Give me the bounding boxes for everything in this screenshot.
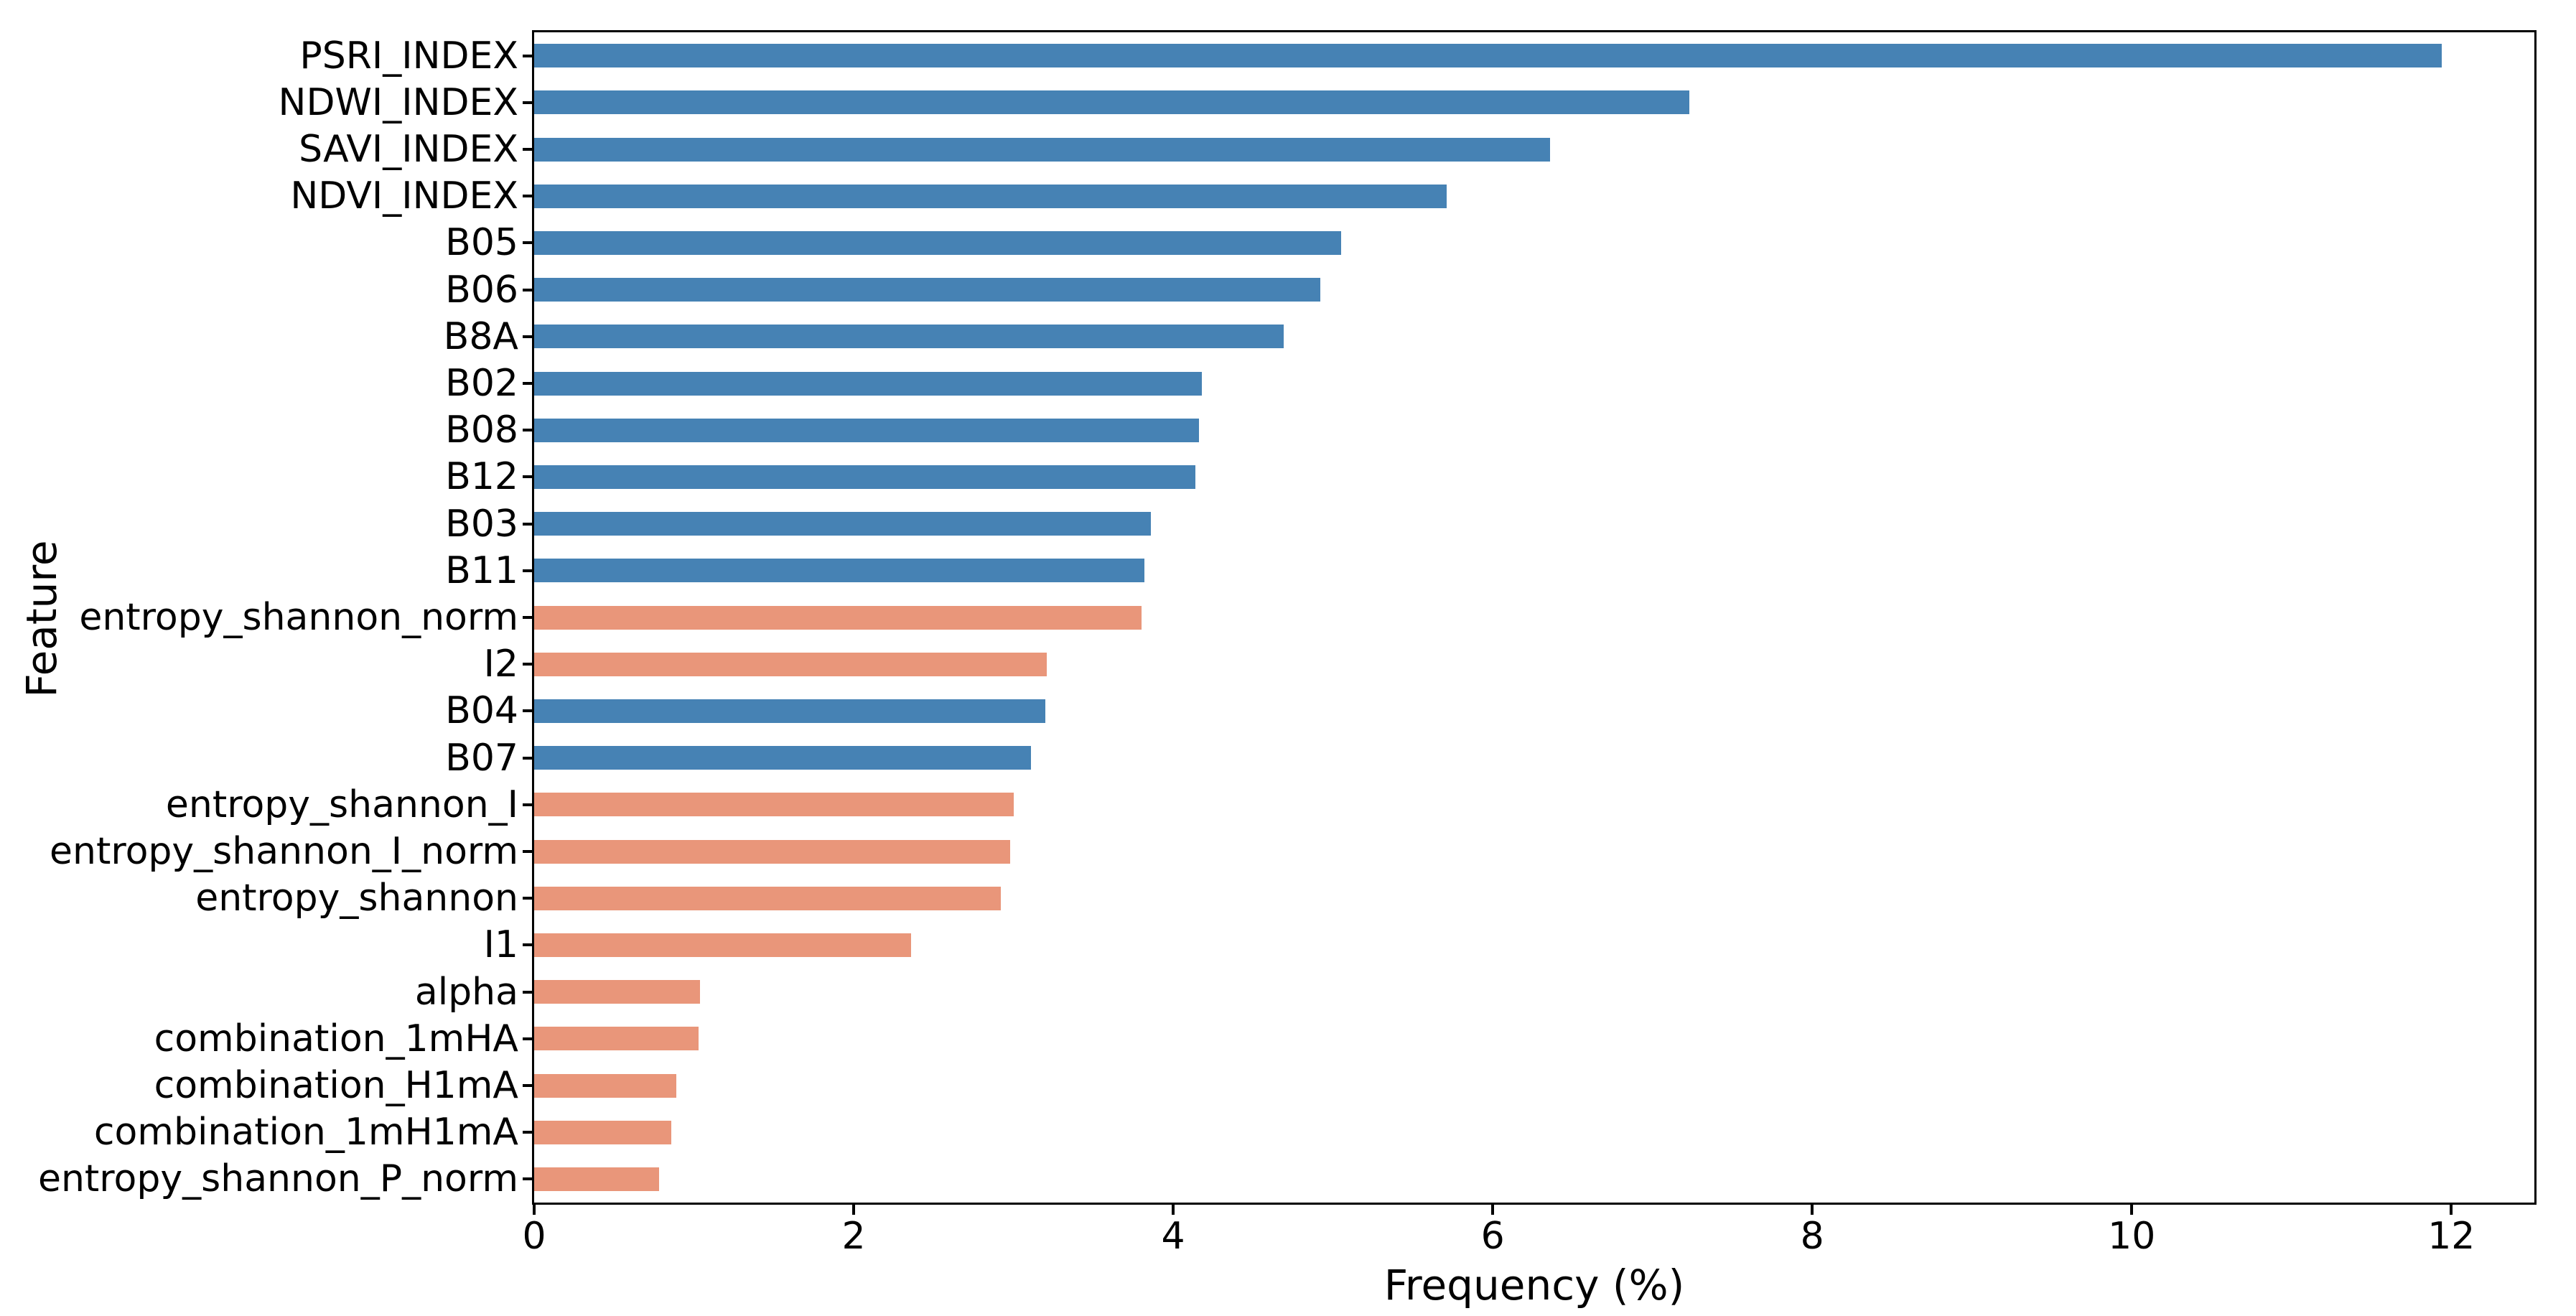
bar-entropy_shannon_norm	[534, 605, 1142, 630]
y-tick-label-B08: B08	[445, 409, 518, 452]
y-tick-label-B07: B07	[445, 736, 518, 780]
bar-I1	[534, 933, 912, 957]
bar-combination_1mHA	[534, 1027, 699, 1051]
bar-B11	[534, 559, 1145, 583]
x-tick-mark	[1172, 1205, 1175, 1215]
bar-entropy_shannon_P_norm	[534, 1167, 659, 1191]
bar-B03	[534, 512, 1151, 536]
y-tick-label-B05: B05	[445, 221, 518, 265]
y-tick-mark	[523, 382, 532, 385]
bar-B05	[534, 230, 1341, 255]
y-tick-label-PSRI_INDEX: PSRI_INDEX	[299, 34, 518, 78]
y-tick-label-B02: B02	[445, 362, 518, 405]
bar-B12	[534, 465, 1196, 489]
y-tick-mark	[523, 101, 532, 104]
plot-area	[532, 30, 2537, 1205]
y-tick-mark	[523, 288, 532, 291]
y-tick-mark	[523, 1131, 532, 1134]
y-tick-label-NDVI_INDEX: NDVI_INDEX	[290, 174, 518, 218]
x-tick-mark	[2450, 1205, 2453, 1215]
x-tick-label-2: 2	[841, 1215, 866, 1258]
y-tick-mark	[523, 897, 532, 900]
y-tick-mark	[523, 663, 532, 666]
y-tick-mark	[523, 1084, 532, 1087]
bar-entropy_shannon_I	[534, 793, 1014, 817]
y-tick-mark	[523, 569, 532, 572]
y-tick-mark	[523, 616, 532, 619]
y-tick-mark	[523, 709, 532, 713]
y-tick-label-entropy_shannon_I_norm: entropy_shannon_I_norm	[50, 830, 518, 873]
y-tick-label-combination_1mHA: combination_1mHA	[154, 1017, 518, 1060]
y-tick-label-B06: B06	[445, 268, 518, 312]
bar-entropy_shannon	[534, 886, 1001, 910]
y-tick-label-B8A: B8A	[443, 314, 518, 358]
bar-B08	[534, 418, 1199, 442]
x-tick-mark	[1811, 1205, 1814, 1215]
x-axis-title: Frequency (%)	[1383, 1261, 1685, 1310]
x-tick-label-10: 10	[2108, 1215, 2156, 1258]
y-tick-mark	[523, 850, 532, 853]
y-tick-mark	[523, 475, 532, 479]
x-tick-label-12: 12	[2427, 1215, 2475, 1258]
y-tick-label-combination_H1mA: combination_H1mA	[154, 1064, 518, 1107]
y-tick-label-entropy_shannon_norm: entropy_shannon_norm	[79, 596, 518, 639]
bar-PSRI_INDEX	[534, 44, 2442, 68]
y-tick-mark	[523, 195, 532, 198]
y-tick-label-entropy_shannon_P_norm: entropy_shannon_P_norm	[37, 1157, 518, 1201]
bar-B02	[534, 371, 1203, 396]
y-tick-label-B12: B12	[445, 455, 518, 499]
y-tick-label-combination_1mH1mA: combination_1mH1mA	[93, 1111, 518, 1154]
y-tick-label-I2: I2	[483, 643, 518, 686]
y-tick-mark	[523, 756, 532, 760]
bar-B8A	[534, 325, 1284, 349]
y-tick-mark	[523, 335, 532, 338]
bar-combination_H1mA	[534, 1073, 677, 1098]
y-tick-label-NDWI_INDEX: NDWI_INDEX	[278, 80, 518, 124]
bar-B06	[534, 278, 1320, 302]
y-tick-mark	[523, 522, 532, 526]
y-tick-label-SAVI_INDEX: SAVI_INDEX	[299, 128, 518, 171]
x-tick-mark	[1491, 1205, 1495, 1215]
x-tick-label-4: 4	[1161, 1215, 1185, 1258]
x-tick-mark	[533, 1205, 536, 1215]
y-tick-mark	[523, 148, 532, 151]
y-tick-label-entropy_shannon_I: entropy_shannon_I	[165, 783, 518, 826]
y-tick-label-B03: B03	[445, 502, 518, 546]
bar-NDVI_INDEX	[534, 184, 1447, 208]
y-tick-mark	[523, 1037, 532, 1040]
x-tick-label-6: 6	[1480, 1215, 1505, 1258]
y-tick-label-entropy_shannon: entropy_shannon	[195, 877, 518, 920]
y-tick-mark	[523, 54, 532, 57]
x-tick-mark	[2130, 1205, 2134, 1215]
bar-entropy_shannon_I_norm	[534, 839, 1011, 864]
y-tick-label-B04: B04	[445, 689, 518, 733]
x-tick-mark	[852, 1205, 856, 1215]
y-tick-mark	[523, 1177, 532, 1181]
y-tick-label-B11: B11	[445, 549, 518, 592]
y-tick-mark	[523, 241, 532, 245]
y-tick-mark	[523, 990, 532, 994]
bar-I2	[534, 652, 1047, 676]
y-tick-label-I1: I1	[483, 923, 518, 967]
bar-SAVI_INDEX	[534, 137, 1551, 162]
bar-combination_1mH1mA	[534, 1120, 672, 1144]
y-tick-mark	[523, 943, 532, 947]
bar-alpha	[534, 980, 701, 1004]
y-tick-label-alpha: alpha	[414, 970, 518, 1014]
y-tick-mark	[523, 429, 532, 432]
bar-NDWI_INDEX	[534, 90, 1689, 115]
y-axis-title: Feature	[17, 540, 66, 698]
x-tick-label-0: 0	[522, 1215, 546, 1258]
y-tick-mark	[523, 803, 532, 806]
x-tick-label-8: 8	[1800, 1215, 1824, 1258]
bar-B04	[534, 699, 1046, 723]
bar-B07	[534, 746, 1032, 770]
